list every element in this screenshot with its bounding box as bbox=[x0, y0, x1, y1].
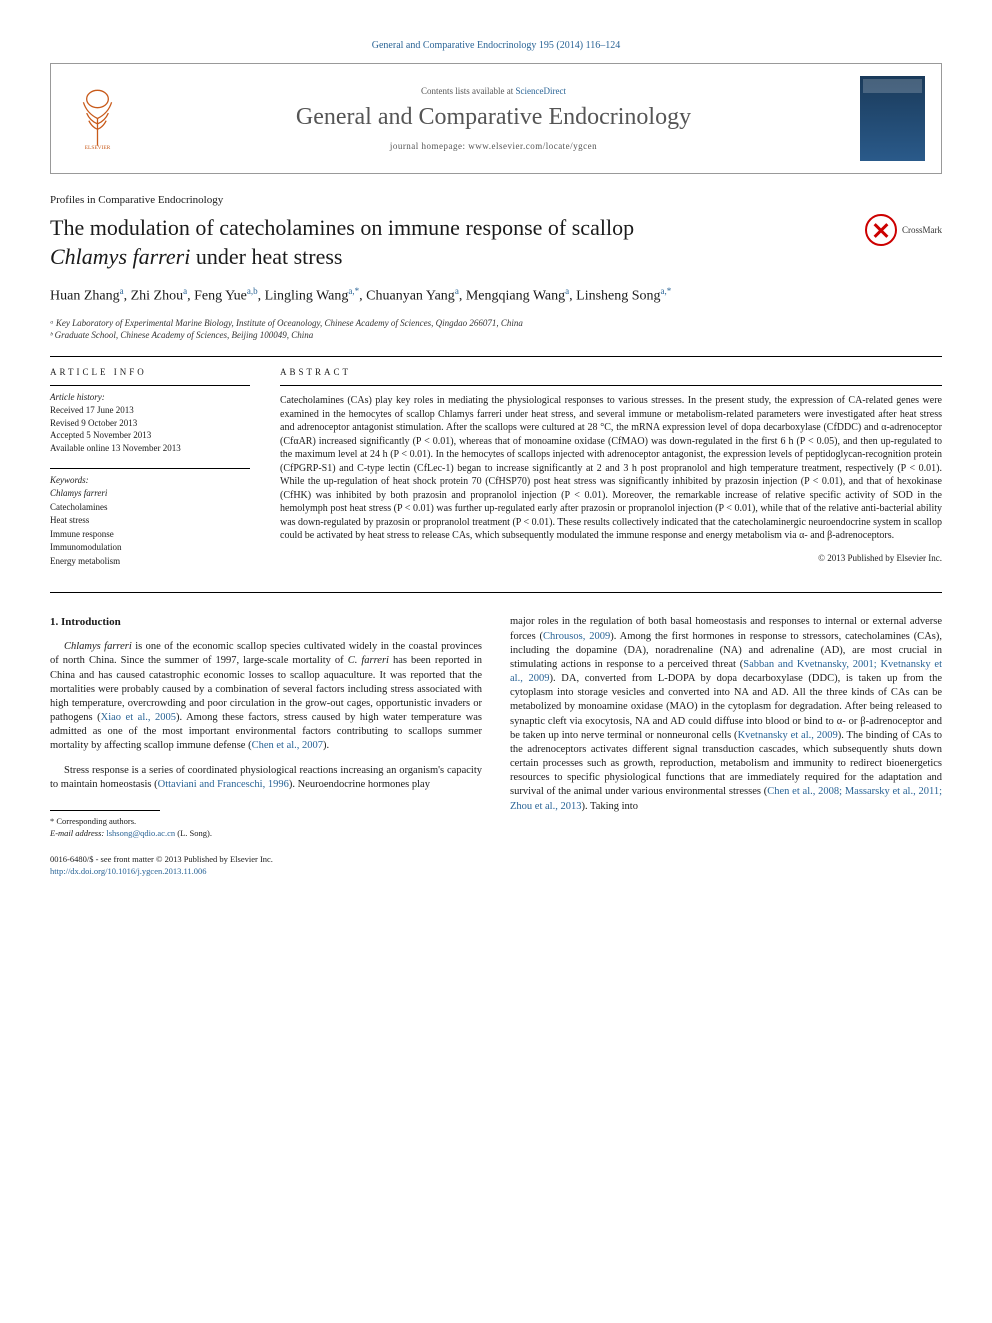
info-abstract-row: ARTICLE INFO Article history: Received 1… bbox=[50, 367, 942, 582]
history-item: Available online 13 November 2013 bbox=[50, 442, 250, 455]
title-line2-rest: under heat stress bbox=[190, 244, 342, 269]
journal-cover-thumbnail bbox=[860, 76, 925, 161]
keyword-item: Catecholamines bbox=[50, 501, 250, 515]
species-name: Chlamys farreri bbox=[64, 641, 132, 652]
ref-link[interactable]: Xiao et al., 2005 bbox=[101, 712, 176, 723]
journal-header: ELSEVIER Contents lists available at Sci… bbox=[50, 63, 942, 174]
abstract-column: ABSTRACT Catecholamines (CAs) play key r… bbox=[280, 367, 942, 582]
issn-line: 0016-6480/$ - see front matter © 2013 Pu… bbox=[50, 854, 482, 878]
contents-prefix: Contents lists available at bbox=[421, 86, 515, 96]
body-columns: 1. Introduction Chlamys farreri is one o… bbox=[50, 615, 942, 877]
title-line1: The modulation of catecholamines on immu… bbox=[50, 215, 634, 240]
issn-text: 0016-6480/$ - see front matter © 2013 Pu… bbox=[50, 854, 482, 866]
intro-p2: Stress response is a series of coordinat… bbox=[50, 764, 482, 792]
crossmark-icon bbox=[865, 214, 897, 246]
citation-line: General and Comparative Endocrinology 19… bbox=[50, 40, 942, 51]
homepage-prefix: journal homepage: bbox=[390, 141, 468, 151]
article-info-column: ARTICLE INFO Article history: Received 1… bbox=[50, 367, 250, 582]
abstract-copyright: © 2013 Published by Elsevier Inc. bbox=[280, 553, 942, 563]
body-column-left: 1. Introduction Chlamys farreri is one o… bbox=[50, 615, 482, 877]
email-who: (L. Song). bbox=[175, 828, 212, 838]
svg-text:ELSEVIER: ELSEVIER bbox=[84, 145, 110, 151]
footnote-separator bbox=[50, 810, 160, 811]
affiliation-line: ᵃ Key Laboratory of Experimental Marine … bbox=[50, 317, 942, 330]
journal-name: General and Comparative Endocrinology bbox=[127, 104, 860, 131]
history-label: Article history: bbox=[50, 392, 250, 402]
affiliations: ᵃ Key Laboratory of Experimental Marine … bbox=[50, 317, 942, 342]
abstract-heading: ABSTRACT bbox=[280, 367, 942, 377]
text: ). bbox=[323, 740, 329, 751]
keywords-section: Keywords: Chlamys farreriCatecholaminesH… bbox=[50, 468, 250, 568]
keyword-item: Chlamys farreri bbox=[50, 487, 250, 501]
keyword-item: Heat stress bbox=[50, 514, 250, 528]
history-item: Revised 9 October 2013 bbox=[50, 417, 250, 430]
authors-list: Huan Zhanga, Zhi Zhoua, Feng Yuea,b, Lin… bbox=[50, 285, 942, 307]
divider bbox=[50, 592, 942, 593]
intro-p2-continued: major roles in the regulation of both ba… bbox=[510, 615, 942, 813]
history-item: Accepted 5 November 2013 bbox=[50, 429, 250, 442]
corresp-label: * Corresponding authors. bbox=[50, 816, 482, 828]
article-info-heading: ARTICLE INFO bbox=[50, 367, 250, 377]
species-name: C. farreri bbox=[348, 655, 389, 666]
keyword-item: Energy metabolism bbox=[50, 555, 250, 569]
profile-category: Profiles in Comparative Endocrinology bbox=[50, 194, 942, 206]
divider bbox=[50, 356, 942, 357]
ref-link[interactable]: Ottaviani and Franceschi, 1996 bbox=[158, 779, 289, 790]
contents-line: Contents lists available at ScienceDirec… bbox=[127, 86, 860, 96]
article-title: The modulation of catecholamines on immu… bbox=[50, 214, 845, 271]
corresponding-authors: * Corresponding authors. E-mail address:… bbox=[50, 816, 482, 840]
text: ). Neuroendocrine hormones play bbox=[289, 779, 430, 790]
intro-heading: 1. Introduction bbox=[50, 615, 482, 630]
history-item: Received 17 June 2013 bbox=[50, 404, 250, 417]
history-section: Article history: Received 17 June 2013Re… bbox=[50, 385, 250, 454]
text: ). Taking into bbox=[581, 801, 638, 812]
title-species: Chlamys farreri bbox=[50, 244, 190, 269]
homepage-line: journal homepage: www.elsevier.com/locat… bbox=[127, 141, 860, 151]
sciencedirect-link[interactable]: ScienceDirect bbox=[516, 86, 566, 96]
email-label: E-mail address: bbox=[50, 828, 106, 838]
crossmark-label: CrossMark bbox=[902, 225, 942, 235]
intro-p1: Chlamys farreri is one of the economic s… bbox=[50, 640, 482, 753]
ref-link[interactable]: Kvetnansky et al., 2009 bbox=[738, 730, 838, 741]
abstract-text: Catecholamines (CAs) play key roles in m… bbox=[280, 385, 942, 543]
elsevier-logo: ELSEVIER bbox=[67, 84, 127, 154]
ref-link[interactable]: Chrousos, 2009 bbox=[543, 631, 610, 642]
crossmark-badge[interactable]: CrossMark bbox=[865, 214, 942, 246]
homepage-url[interactable]: www.elsevier.com/locate/ygcen bbox=[468, 141, 597, 151]
title-row: The modulation of catecholamines on immu… bbox=[50, 214, 942, 271]
doi-link[interactable]: http://dx.doi.org/10.1016/j.ygcen.2013.1… bbox=[50, 866, 207, 876]
keywords-label: Keywords: bbox=[50, 475, 250, 485]
header-center: Contents lists available at ScienceDirec… bbox=[127, 86, 860, 151]
email-link[interactable]: lshsong@qdio.ac.cn bbox=[106, 828, 175, 838]
affiliation-line: ᵇ Graduate School, Chinese Academy of Sc… bbox=[50, 329, 942, 342]
keyword-item: Immune response bbox=[50, 528, 250, 542]
keyword-item: Immunomodulation bbox=[50, 541, 250, 555]
ref-link[interactable]: Chen et al., 2007 bbox=[252, 740, 323, 751]
body-column-right: major roles in the regulation of both ba… bbox=[510, 615, 942, 877]
